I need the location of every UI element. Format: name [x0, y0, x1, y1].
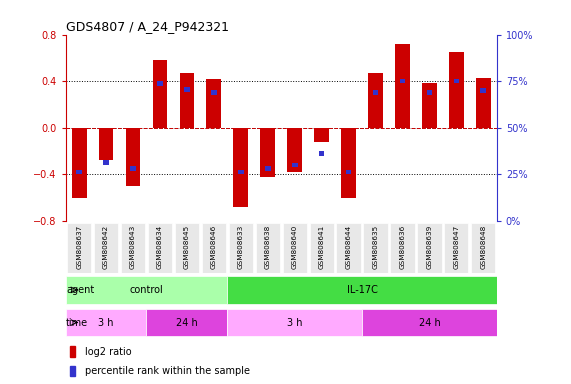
Text: control: control [130, 285, 163, 295]
Bar [157, 81, 163, 86]
Text: GSM808639: GSM808639 [427, 225, 432, 269]
Bar [70, 346, 75, 357]
Text: GSM808634: GSM808634 [157, 225, 163, 269]
Bar [309, 223, 334, 273]
Text: GSM808637: GSM808637 [76, 225, 82, 269]
Bar [202, 223, 226, 273]
Text: GSM808648: GSM808648 [480, 225, 486, 269]
Bar [476, 78, 490, 128]
Text: 24 h: 24 h [176, 318, 198, 328]
Text: IL-17C: IL-17C [347, 285, 377, 295]
Bar [471, 223, 496, 273]
Bar [99, 128, 114, 160]
Bar [103, 160, 109, 165]
Bar [336, 223, 361, 273]
Bar [184, 87, 190, 92]
Text: GSM808640: GSM808640 [292, 225, 297, 269]
Bar [66, 309, 147, 336]
Text: 24 h: 24 h [419, 318, 440, 328]
Bar [234, 128, 248, 207]
Bar [400, 79, 405, 83]
Bar [130, 166, 136, 171]
Bar [422, 83, 437, 128]
Text: 3 h: 3 h [98, 318, 114, 328]
Bar [346, 170, 351, 174]
Text: GSM808636: GSM808636 [400, 225, 405, 269]
Bar [453, 79, 459, 83]
Text: GSM808643: GSM808643 [130, 225, 136, 269]
Bar [94, 223, 118, 273]
Bar [72, 128, 87, 197]
Bar [368, 73, 383, 128]
Bar [256, 223, 280, 273]
Text: GSM808647: GSM808647 [453, 225, 459, 269]
Bar [211, 91, 216, 95]
Bar [126, 128, 140, 186]
Bar [66, 276, 227, 304]
Bar [179, 73, 194, 128]
Bar [67, 223, 91, 273]
Bar [70, 366, 75, 376]
Bar [373, 91, 379, 95]
Text: GSM808633: GSM808633 [238, 225, 244, 269]
Bar [341, 128, 356, 197]
Text: GSM808644: GSM808644 [345, 225, 352, 269]
Text: log2 ratio: log2 ratio [85, 347, 132, 357]
Text: GDS4807 / A_24_P942321: GDS4807 / A_24_P942321 [66, 20, 228, 33]
Text: 3 h: 3 h [287, 318, 303, 328]
Bar [363, 223, 388, 273]
Bar [283, 223, 307, 273]
Bar [227, 276, 497, 304]
Bar [175, 223, 199, 273]
Bar [260, 128, 275, 177]
Bar [148, 223, 172, 273]
Bar [449, 52, 464, 128]
Bar [292, 162, 297, 167]
Text: GSM808646: GSM808646 [211, 225, 217, 269]
Bar [238, 170, 244, 174]
Text: GSM808641: GSM808641 [319, 225, 325, 269]
Bar [319, 151, 324, 156]
Bar [480, 88, 486, 93]
Bar [287, 128, 302, 172]
Bar [152, 60, 167, 128]
Text: time: time [66, 318, 89, 328]
Bar [444, 223, 468, 273]
Bar [227, 309, 362, 336]
Bar [207, 79, 222, 128]
Bar [265, 166, 271, 171]
Bar [362, 309, 497, 336]
Bar [395, 44, 410, 128]
Bar [121, 223, 145, 273]
Bar [417, 223, 441, 273]
Text: GSM808638: GSM808638 [265, 225, 271, 269]
Text: GSM808645: GSM808645 [184, 225, 190, 269]
Text: GSM808642: GSM808642 [103, 225, 109, 269]
Bar [391, 223, 415, 273]
Text: GSM808635: GSM808635 [372, 225, 379, 269]
Bar [147, 309, 227, 336]
Bar [228, 223, 253, 273]
Bar [314, 128, 329, 142]
Bar [77, 170, 82, 174]
Text: percentile rank within the sample: percentile rank within the sample [85, 366, 250, 376]
Bar [427, 91, 432, 95]
Text: agent: agent [66, 285, 94, 295]
